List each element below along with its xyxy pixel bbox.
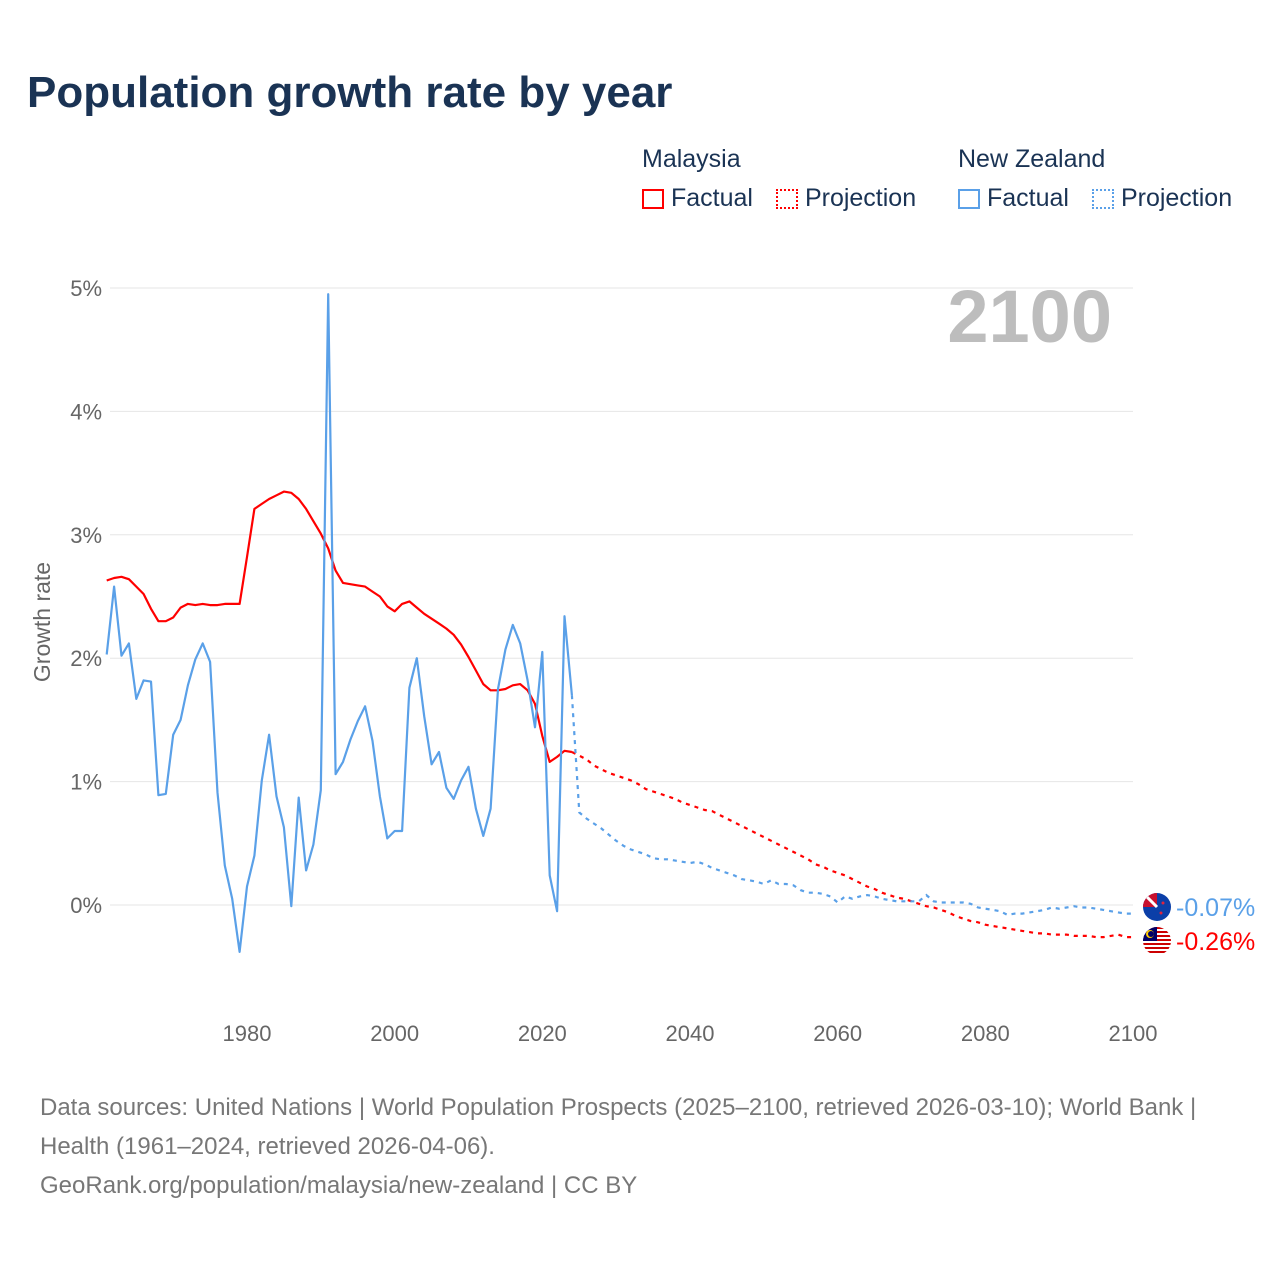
new-zealand-factual-line <box>105 293 573 954</box>
x-tick-label: 2100 <box>1109 1021 1158 1046</box>
y-tick-label: 4% <box>70 399 102 424</box>
solid-swatch-icon <box>958 188 980 209</box>
malaysia-end-value: -0.26% <box>1176 928 1255 956</box>
y-tick-label: 5% <box>70 276 102 301</box>
legend-new-zealand: New Zealand Factual Projection <box>958 145 1232 216</box>
legend-nz-factual[interactable]: Factual <box>958 184 1069 213</box>
legend-malaysia-factual[interactable]: Factual <box>642 184 753 213</box>
y-tick-label: 1% <box>70 770 102 795</box>
source-link[interactable]: GeoRank.org/population/malaysia/new-zeal… <box>40 1172 638 1199</box>
line-chart: 0% 1% 2% 3% 4% 5% 1980 2000 2020 2040 2060 2080 2100… <box>29 275 1255 1046</box>
legend-malaysia: Malaysia Factual Projection <box>642 145 932 216</box>
malaysia-factual-line <box>106 490 573 764</box>
malaysia-flag-icon <box>1143 927 1171 955</box>
y-tick-label: 3% <box>70 523 102 548</box>
legend-group-name: New Zealand <box>958 145 1106 173</box>
x-tick-label: 2000 <box>370 1021 419 1046</box>
legend-label: Factual <box>987 184 1069 212</box>
x-tick-label: 1980 <box>223 1021 272 1046</box>
y-tick-label: 0% <box>70 893 102 918</box>
chart-title: Population growth rate by year <box>27 68 673 117</box>
new-zealand-projection-line <box>570 695 1133 917</box>
data-sources: Data sources: United Nations | World Pop… <box>40 1094 1197 1160</box>
dotted-swatch-icon <box>1091 188 1114 209</box>
x-tick-label: 2020 <box>518 1021 567 1046</box>
y-tick-label: 2% <box>70 646 102 671</box>
x-tick-label: 2060 <box>813 1021 862 1046</box>
solid-swatch-icon <box>642 188 664 209</box>
footer: Data sources: United Nations | World Pop… <box>40 1088 1240 1205</box>
legend-nz-projection[interactable]: Projection <box>1091 184 1233 213</box>
malaysia-projection-line <box>571 751 1133 939</box>
x-tick-label: 2040 <box>666 1021 715 1046</box>
y-axis-label: Growth rate <box>29 562 55 682</box>
legend-group-name: Malaysia <box>642 145 741 173</box>
x-tick-label: 2080 <box>961 1021 1010 1046</box>
legend-label: Factual <box>671 184 753 212</box>
legend-label: Projection <box>1120 184 1233 212</box>
new-zealand-flag-icon <box>1143 893 1171 921</box>
year-watermark: 2100 <box>947 275 1112 358</box>
new-zealand-end-value: -0.07% <box>1176 894 1255 922</box>
legend-label: Projection <box>804 184 917 212</box>
legend-malaysia-projection[interactable]: Projection <box>775 184 917 213</box>
dotted-swatch-icon <box>775 188 798 209</box>
